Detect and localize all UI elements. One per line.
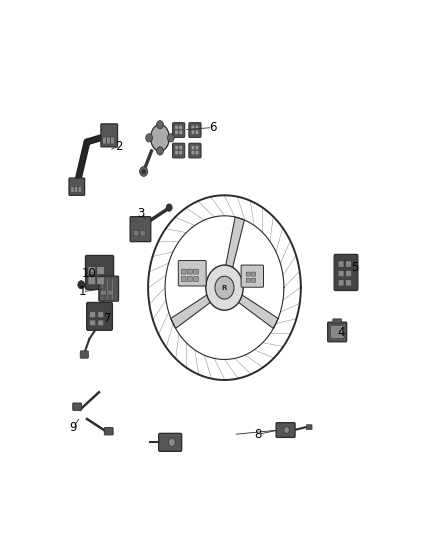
FancyBboxPatch shape [173, 143, 185, 158]
FancyBboxPatch shape [69, 178, 85, 195]
Circle shape [167, 134, 174, 142]
FancyBboxPatch shape [159, 433, 182, 451]
FancyBboxPatch shape [173, 123, 185, 138]
FancyBboxPatch shape [338, 261, 344, 267]
FancyBboxPatch shape [88, 277, 95, 285]
FancyBboxPatch shape [71, 187, 74, 192]
FancyBboxPatch shape [78, 187, 81, 192]
Text: 7: 7 [104, 312, 111, 325]
FancyBboxPatch shape [191, 150, 194, 155]
FancyBboxPatch shape [108, 290, 114, 295]
FancyBboxPatch shape [251, 272, 256, 276]
FancyBboxPatch shape [175, 146, 178, 150]
Circle shape [78, 281, 85, 289]
FancyBboxPatch shape [189, 123, 201, 138]
FancyBboxPatch shape [98, 320, 104, 326]
Circle shape [157, 147, 163, 155]
FancyBboxPatch shape [97, 277, 104, 285]
FancyBboxPatch shape [181, 277, 186, 281]
FancyBboxPatch shape [181, 269, 186, 274]
FancyBboxPatch shape [338, 280, 344, 286]
FancyBboxPatch shape [187, 277, 192, 281]
Circle shape [215, 276, 234, 299]
FancyBboxPatch shape [187, 269, 192, 274]
FancyBboxPatch shape [175, 130, 178, 134]
Circle shape [140, 166, 148, 176]
FancyBboxPatch shape [306, 425, 312, 430]
FancyBboxPatch shape [100, 290, 106, 295]
FancyBboxPatch shape [346, 270, 351, 277]
FancyBboxPatch shape [334, 254, 358, 290]
FancyBboxPatch shape [179, 125, 182, 129]
FancyBboxPatch shape [140, 230, 146, 236]
FancyBboxPatch shape [195, 146, 199, 150]
FancyBboxPatch shape [191, 125, 194, 129]
Text: 8: 8 [255, 427, 262, 441]
FancyBboxPatch shape [328, 322, 346, 342]
Text: 5: 5 [351, 261, 359, 273]
FancyBboxPatch shape [97, 266, 104, 274]
Text: R: R [222, 285, 227, 290]
Polygon shape [230, 289, 278, 328]
FancyBboxPatch shape [175, 150, 178, 155]
Circle shape [206, 265, 243, 310]
Circle shape [146, 134, 152, 142]
FancyBboxPatch shape [333, 319, 342, 324]
FancyBboxPatch shape [246, 278, 250, 282]
FancyBboxPatch shape [246, 272, 250, 276]
Text: 10: 10 [81, 267, 96, 280]
FancyBboxPatch shape [88, 266, 95, 274]
FancyBboxPatch shape [179, 130, 182, 134]
FancyBboxPatch shape [90, 320, 95, 326]
FancyBboxPatch shape [191, 146, 194, 150]
FancyBboxPatch shape [330, 325, 344, 338]
FancyBboxPatch shape [195, 150, 199, 155]
Circle shape [169, 438, 175, 447]
FancyBboxPatch shape [195, 130, 199, 134]
Text: 4: 4 [338, 326, 345, 340]
Polygon shape [171, 289, 219, 328]
FancyBboxPatch shape [241, 265, 264, 287]
FancyBboxPatch shape [191, 130, 194, 134]
FancyBboxPatch shape [189, 143, 201, 158]
FancyBboxPatch shape [99, 276, 119, 301]
FancyBboxPatch shape [178, 261, 206, 286]
FancyBboxPatch shape [107, 137, 110, 144]
FancyBboxPatch shape [73, 403, 81, 410]
FancyBboxPatch shape [194, 269, 198, 274]
FancyBboxPatch shape [130, 216, 151, 241]
Text: 3: 3 [138, 207, 145, 220]
FancyBboxPatch shape [87, 302, 113, 330]
FancyBboxPatch shape [346, 280, 351, 286]
Circle shape [157, 120, 163, 129]
FancyBboxPatch shape [101, 124, 117, 147]
FancyBboxPatch shape [90, 312, 95, 318]
Circle shape [284, 427, 290, 433]
FancyBboxPatch shape [74, 187, 78, 192]
FancyBboxPatch shape [179, 146, 182, 150]
FancyBboxPatch shape [195, 125, 199, 129]
FancyBboxPatch shape [338, 270, 344, 277]
FancyBboxPatch shape [104, 427, 113, 435]
Circle shape [166, 204, 172, 211]
FancyBboxPatch shape [133, 230, 139, 236]
FancyBboxPatch shape [175, 125, 178, 129]
FancyBboxPatch shape [111, 137, 114, 144]
FancyBboxPatch shape [85, 255, 113, 289]
FancyBboxPatch shape [251, 278, 256, 282]
FancyBboxPatch shape [80, 351, 88, 358]
FancyBboxPatch shape [102, 137, 106, 144]
Circle shape [141, 169, 146, 174]
Text: 2: 2 [116, 140, 123, 152]
Text: 6: 6 [209, 121, 216, 134]
Ellipse shape [151, 125, 170, 151]
Polygon shape [224, 217, 244, 278]
FancyBboxPatch shape [179, 150, 182, 155]
FancyBboxPatch shape [276, 423, 295, 438]
FancyBboxPatch shape [98, 312, 104, 318]
Text: 1: 1 [79, 285, 86, 298]
Text: 9: 9 [70, 421, 77, 434]
FancyBboxPatch shape [194, 277, 198, 281]
FancyBboxPatch shape [346, 261, 351, 267]
